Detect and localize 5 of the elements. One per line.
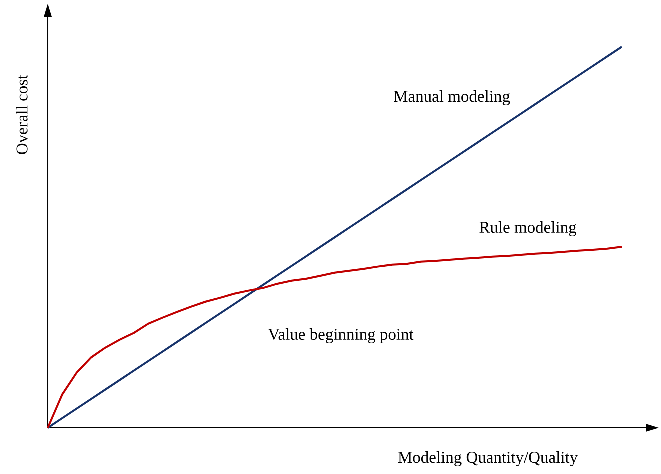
y-axis-title: Overall cost — [16, 74, 28, 154]
series-label: Manual modeling — [394, 90, 510, 106]
annotation: Value beginning point — [268, 328, 414, 344]
series-label: Rule modeling — [480, 221, 577, 236]
x-axis-title: Modeling Quantity/Quality — [398, 451, 578, 467]
